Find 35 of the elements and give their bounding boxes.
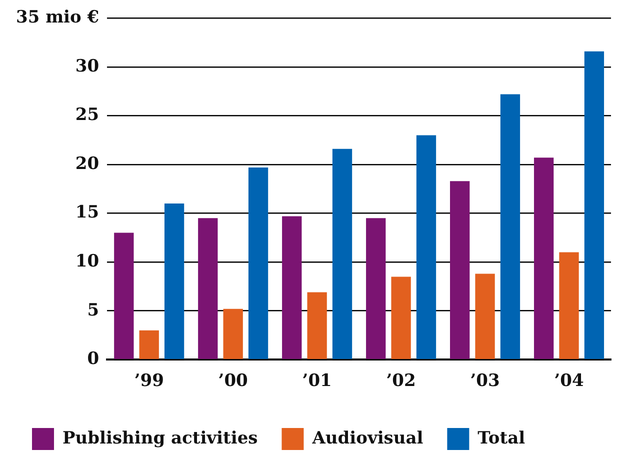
bar: [223, 308, 243, 359]
y-tick-label: 15: [75, 202, 100, 223]
bar: [164, 204, 184, 359]
x-tick-label: ’00: [218, 371, 248, 392]
bar: [114, 232, 134, 359]
y-tick-label: 25: [75, 105, 100, 126]
bar: [559, 252, 579, 359]
x-tick-label: ’01: [302, 371, 332, 392]
bar: [366, 218, 386, 359]
y-tick-label: 5: [87, 300, 100, 320]
bar: [534, 158, 554, 359]
bar: [248, 167, 268, 359]
bar: [475, 274, 495, 359]
y-tick-label: 0: [87, 349, 100, 370]
x-tick-label: ’04: [554, 371, 584, 392]
y-tick-label: 10: [75, 251, 100, 272]
bar: [332, 148, 352, 359]
y-tick-label: 35 mio €: [16, 8, 100, 28]
bar: [282, 216, 302, 359]
x-tick-label: ’03: [470, 371, 500, 392]
bar: [139, 330, 159, 359]
bar: [307, 292, 327, 359]
legend-label: Total: [478, 428, 526, 448]
bar: [584, 51, 604, 359]
bar: [391, 276, 411, 359]
y-tick-label: 20: [75, 154, 100, 174]
bar: [198, 218, 218, 359]
legend-label: Publishing activities: [62, 428, 258, 448]
bar: [416, 135, 436, 359]
bar: [450, 181, 470, 359]
legend-label: Audiovisual: [311, 428, 424, 448]
y-tick-label: 30: [75, 56, 100, 76]
x-tick-label: ’02: [386, 371, 416, 392]
x-tick-label: ’99: [134, 371, 164, 392]
bar: [500, 94, 520, 359]
